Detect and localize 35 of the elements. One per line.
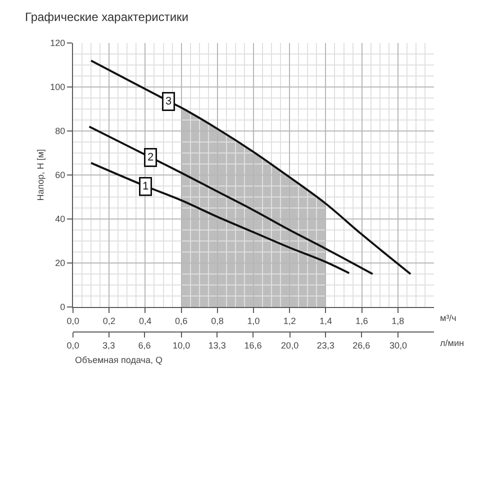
x-tick-label: 1,0	[247, 316, 260, 326]
x-axis-title: м³/ч	[440, 313, 457, 323]
y-tick-label: 120	[50, 38, 66, 48]
x2-axis-title: л/мин	[440, 338, 464, 348]
x-tick-label: 0,0	[66, 316, 80, 326]
text: Объемная подача, Q	[75, 355, 162, 365]
y-tick-label: 40	[55, 214, 66, 224]
x-tick-label: 1,6	[356, 316, 368, 326]
y-tick-label: 20	[55, 258, 66, 268]
x-tick-label: 0,8	[211, 316, 224, 326]
y-tick-label: 0	[60, 302, 66, 312]
x2-tick-label: 0,0	[66, 340, 80, 350]
x2-tick-label: 16,6	[244, 340, 262, 350]
y-tick-label: 100	[50, 82, 66, 92]
x2-tick-label: 10,0	[172, 340, 190, 350]
x-tick-label: 0,6	[175, 316, 188, 326]
x-tick-label: 1,4	[319, 316, 332, 326]
y-axis-title: Напор, Н [м]	[36, 149, 46, 201]
x2-tick-label: 23,3	[316, 340, 334, 350]
line-series	[88, 126, 374, 276]
x-tick-label: 0,4	[138, 316, 152, 326]
x2-tick-label: 26,6	[352, 340, 370, 350]
x-tick-label: 0,2	[102, 316, 116, 326]
x-tick-label: 1,8	[392, 316, 404, 326]
x-tick-label: 1,2	[283, 316, 296, 326]
x2-tick-label: 13,3	[208, 340, 226, 350]
line-series	[90, 162, 350, 274]
chart-title: Графические характеристики	[25, 10, 188, 24]
x2-tick-label: 30,0	[389, 340, 407, 350]
line-series	[90, 60, 412, 276]
x2-tick-label: 20,0	[281, 340, 299, 350]
x2-tick-label: 3,3	[102, 340, 116, 350]
x2-tick-label: 6,6	[138, 340, 151, 350]
y-tick-label: 80	[55, 126, 66, 136]
y-tick-label: 60	[55, 170, 66, 180]
